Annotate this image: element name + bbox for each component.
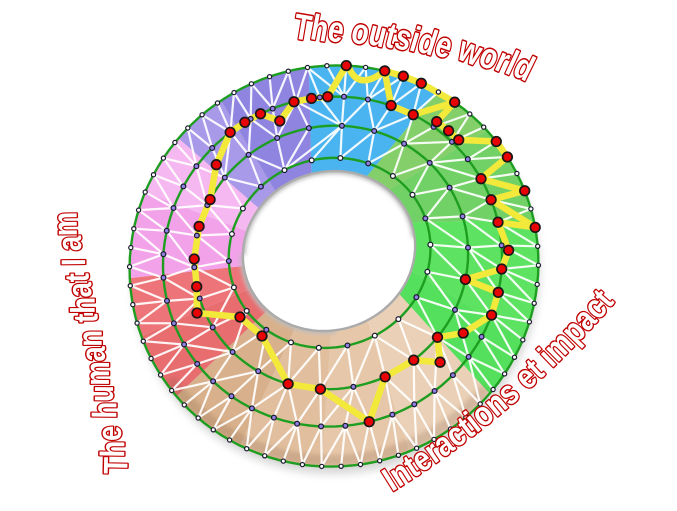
svg-text:I: I (54, 258, 93, 266)
svg-text:u: u (82, 385, 121, 402)
svg-text:h: h (64, 297, 102, 314)
svg-text:h: h (86, 401, 125, 418)
svg-text:n: n (71, 330, 109, 347)
svg-text:m: m (78, 361, 117, 386)
svg-text:a: a (74, 346, 113, 362)
svg-text:t: t (67, 314, 105, 323)
svg-text:t: t (58, 273, 97, 282)
svg-text:T: T (96, 457, 135, 475)
svg-text:e: e (90, 425, 129, 441)
svg-text:a: a (60, 281, 99, 297)
svg-text:a: a (50, 235, 89, 251)
svg-text:h: h (93, 440, 132, 457)
svg-text:m: m (46, 212, 85, 237)
